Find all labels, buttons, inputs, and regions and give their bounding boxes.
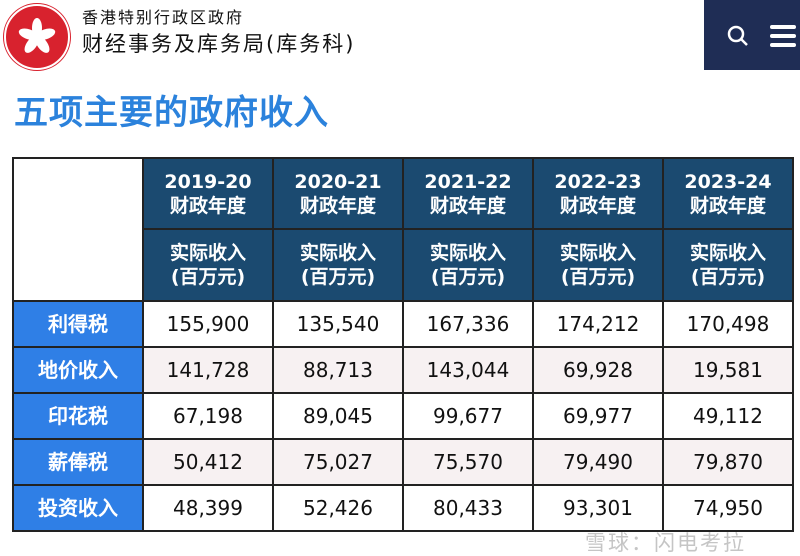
col-header-measure: 实际收入 (百万元) (532, 228, 664, 302)
menu-icon[interactable] (770, 25, 796, 52)
table-row: 投资收入 48,399 52,426 80,433 93,301 74,950 (12, 484, 794, 532)
table-cell: 48,399 (142, 484, 274, 532)
table-cell: 69,977 (532, 392, 664, 440)
table-row: 印花税 67,198 89,045 99,677 69,977 49,112 (12, 392, 794, 440)
row-label: 印花税 (12, 392, 144, 440)
table-cell: 174,212 (532, 300, 664, 348)
col-header-year: 2021-22 财政年度 (402, 157, 534, 230)
col-header-measure: 实际收入 (百万元) (272, 228, 404, 302)
col-header-measure: 实际收入 (百万元) (142, 228, 274, 302)
table-cell: 141,728 (142, 346, 274, 394)
table-cell: 135,540 (272, 300, 404, 348)
hksar-emblem-logo (4, 4, 70, 70)
search-icon[interactable] (726, 24, 750, 52)
table-cell: 49,112 (662, 392, 794, 440)
table-cell: 52,426 (272, 484, 404, 532)
table-cell: 75,570 (402, 438, 534, 486)
watermark: 雪球：闪电考拉 (585, 531, 746, 555)
table-cell: 75,027 (272, 438, 404, 486)
row-label: 薪俸税 (12, 438, 144, 486)
table-cell: 89,045 (272, 392, 404, 440)
table-cell: 79,490 (532, 438, 664, 486)
table-row: 薪俸税 50,412 75,027 75,570 79,490 79,870 (12, 438, 794, 486)
table-cell: 155,900 (142, 300, 274, 348)
corner-cell (12, 157, 144, 302)
row-label: 地价收入 (12, 346, 144, 394)
revenue-table: 2019-20 财政年度 2020-21 财政年度 2021-22 财政年度 2022… (12, 157, 794, 532)
org-name-line2: 财经事务及库务局(库务科) (82, 32, 356, 56)
table-cell: 69,928 (532, 346, 664, 394)
table-row: 地价收入 141,728 88,713 143,044 69,928 19,581 (12, 346, 794, 394)
table-cell: 80,433 (402, 484, 534, 532)
table-cell: 74,950 (662, 484, 794, 532)
table-cell: 50,412 (142, 438, 274, 486)
page-title: 五项主要的政府收入 (14, 93, 329, 133)
table-cell: 79,870 (662, 438, 794, 486)
table-cell: 67,198 (142, 392, 274, 440)
table-row: 利得税 155,900 135,540 167,336 174,212 170,498 (12, 300, 794, 348)
col-header-year: 2023-24 财政年度 (662, 157, 794, 230)
col-header-measure: 实际收入 (百万元) (402, 228, 534, 302)
table-cell: 93,301 (532, 484, 664, 532)
col-header-measure: 实际收入 (百万元) (662, 228, 794, 302)
org-name-line1: 香港特别行政区政府 (82, 8, 245, 27)
table-cell: 170,498 (662, 300, 794, 348)
table-cell: 19,581 (662, 346, 794, 394)
table-cell: 143,044 (402, 346, 534, 394)
col-header-year: 2022-23 财政年度 (532, 157, 664, 230)
row-label: 利得税 (12, 300, 144, 348)
col-header-year: 2019-20 财政年度 (142, 157, 274, 230)
table-cell: 88,713 (272, 346, 404, 394)
table-cell: 167,336 (402, 300, 534, 348)
row-label: 投资收入 (12, 484, 144, 532)
col-header-year: 2020-21 财政年度 (272, 157, 404, 230)
table-cell: 99,677 (402, 392, 534, 440)
nav-box (704, 0, 800, 70)
